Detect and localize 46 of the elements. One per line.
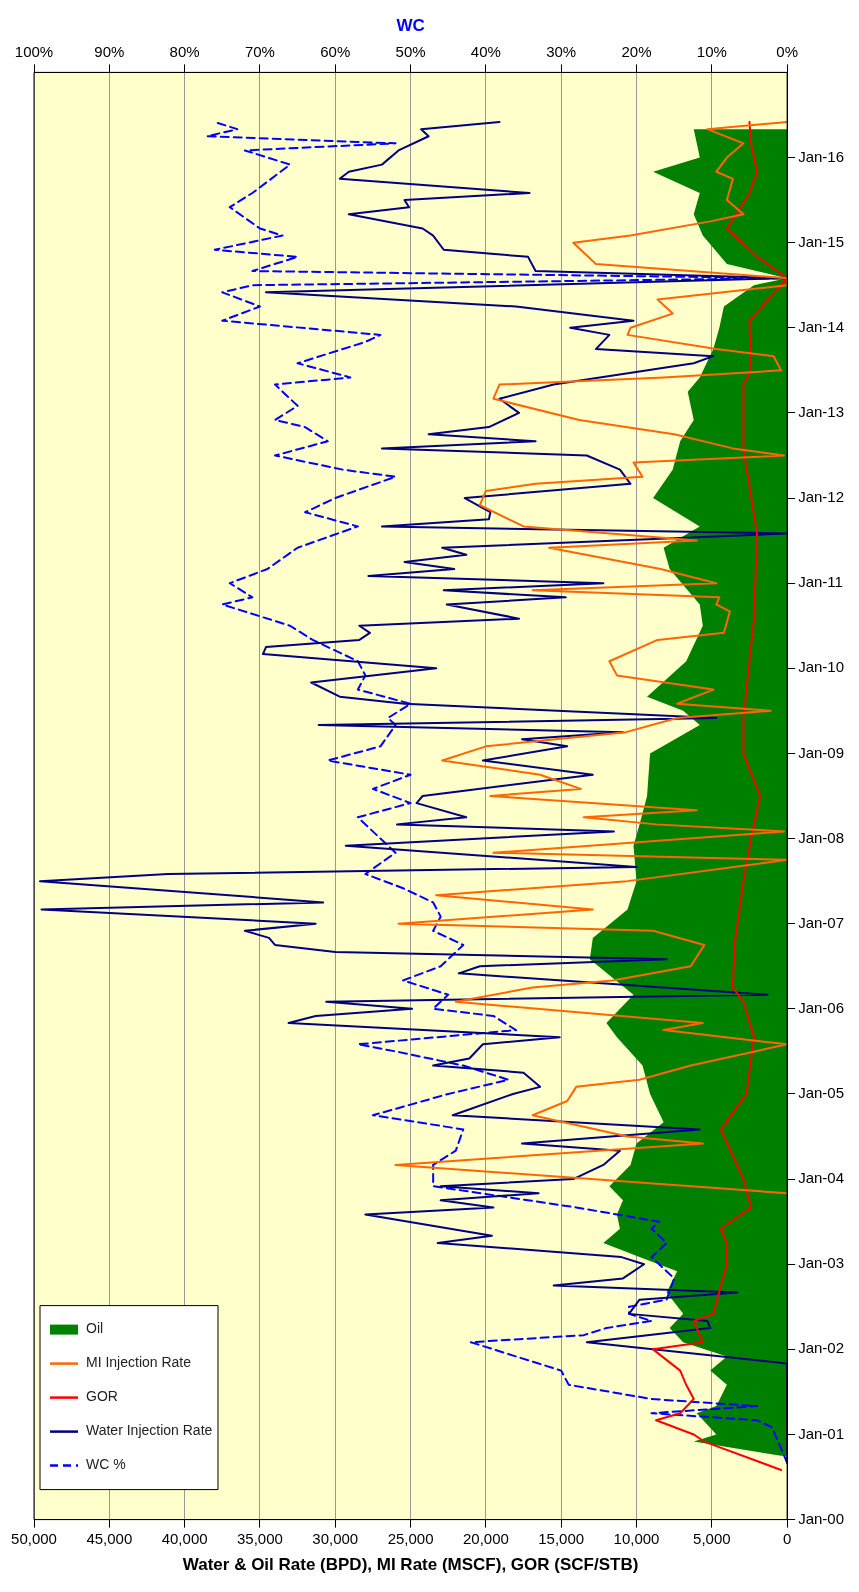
x-tick-label: 35,000 <box>237 1529 283 1547</box>
x2-tick-label: 20% <box>621 42 652 60</box>
x2-tick-label: 90% <box>94 42 125 60</box>
x-tick-label: 10,000 <box>613 1529 660 1547</box>
legend-label: Oil <box>86 1320 104 1337</box>
x2-tick-label: 100% <box>14 42 54 60</box>
legend-label: MI Injection Rate <box>86 1354 192 1371</box>
y-tick-label: Jan-13 <box>798 403 845 421</box>
x2-tick-label: 0% <box>776 42 798 60</box>
x-tick-label: 40,000 <box>161 1529 208 1547</box>
x-tick-label: 50,000 <box>11 1529 57 1547</box>
legend-label: GOR <box>86 1388 118 1405</box>
x-tick-label: 15,000 <box>538 1529 585 1547</box>
y-tick-label: Jan-07 <box>798 913 845 931</box>
y-tick-label: Jan-02 <box>798 1339 845 1357</box>
y-tick-label: Jan-00 <box>798 1509 845 1527</box>
y-tick-label: Jan-06 <box>798 998 845 1016</box>
x-tick-label: 20,000 <box>462 1529 509 1547</box>
y-tick-label: Jan-15 <box>798 232 845 250</box>
x-tick-label: 5,000 <box>693 1529 731 1547</box>
x2-tick-label: 40% <box>470 42 501 60</box>
legend-label: Water Injection Rate <box>86 1422 213 1439</box>
x2-tick-label: 10% <box>696 42 727 60</box>
y-tick-label: Jan-04 <box>798 1169 845 1187</box>
x-tick-label: 0 <box>782 1529 792 1547</box>
y-tick-label: Jan-09 <box>798 743 845 761</box>
x-tick-label: 25,000 <box>387 1529 434 1547</box>
x2-tick-label: 70% <box>244 42 275 60</box>
y-tick-label: Jan-08 <box>798 828 845 846</box>
x-tick-label: 30,000 <box>312 1529 359 1547</box>
y-tick-label: Jan-14 <box>798 317 845 335</box>
x2-tick-label: 30% <box>546 42 577 60</box>
x2-tick-label: 50% <box>395 42 426 60</box>
y-tick-label: Jan-05 <box>798 1084 845 1102</box>
y-tick-label: Jan-01 <box>798 1424 845 1442</box>
x-tick-label: 45,000 <box>86 1529 133 1547</box>
y-tick-label: Jan-03 <box>798 1254 845 1272</box>
x2-tick-label: 80% <box>169 42 200 60</box>
y-tick-label: Jan-10 <box>798 658 845 676</box>
x-axis-title: Water & Oil Rate (BPD), MI Rate (MSCF), GOR (SCF/STB) <box>182 1555 639 1575</box>
y-tick-label: Jan-11 <box>798 573 843 591</box>
x2-axis-title: WC <box>396 15 425 35</box>
y-tick-label: Jan-16 <box>798 147 845 165</box>
y-tick-label: Jan-12 <box>798 488 845 506</box>
x2-tick-label: 60% <box>320 42 351 60</box>
legend-label: WC % <box>86 1456 126 1473</box>
